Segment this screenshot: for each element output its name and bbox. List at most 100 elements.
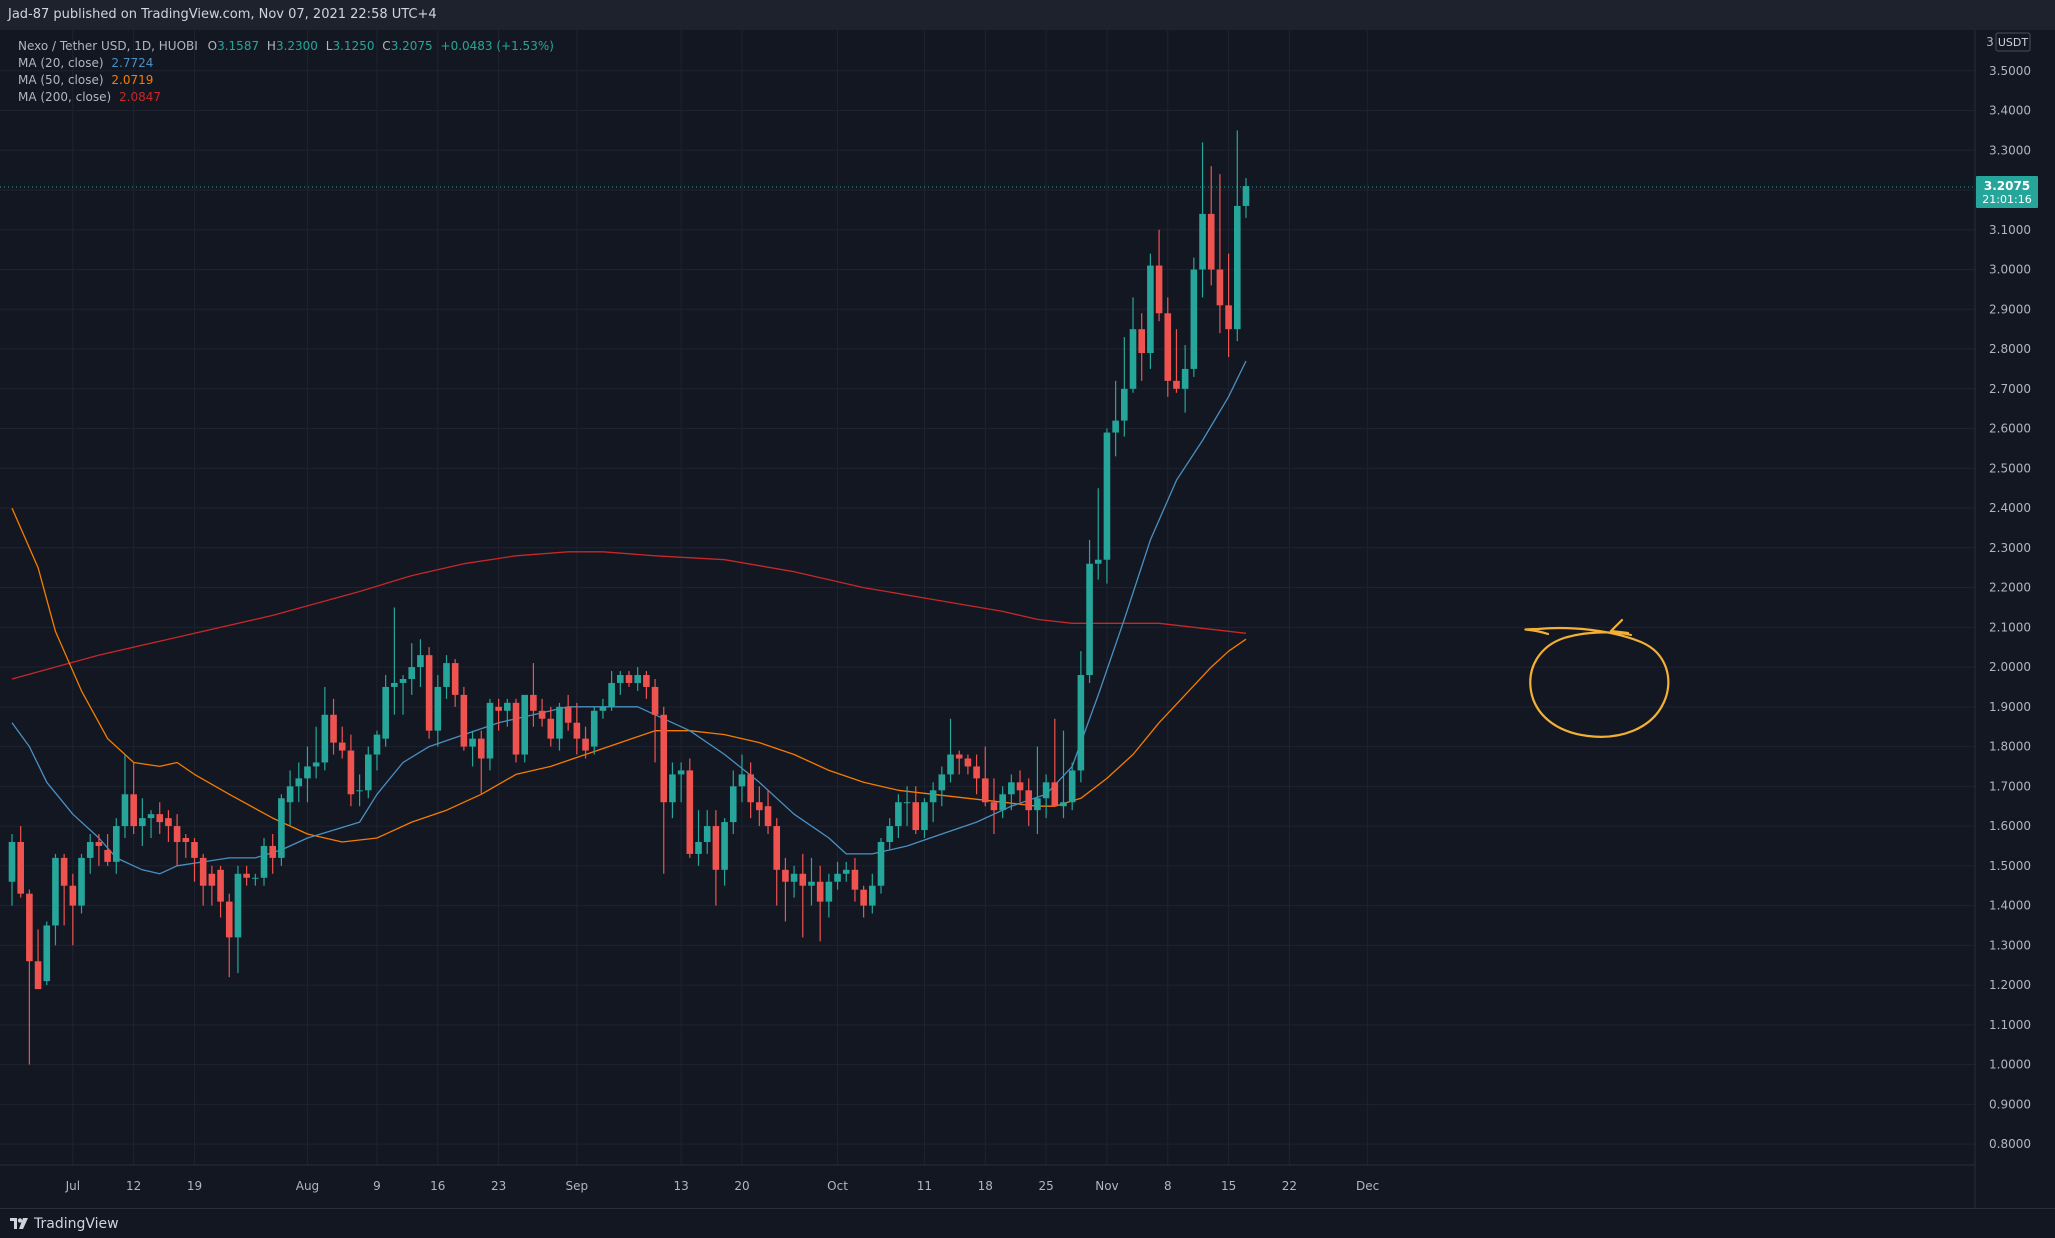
candlestick-chart[interactable]: 0.8000 0.9000 1.0000 1.1000 1.2000 1.3000 1.40… [0, 30, 2055, 1208]
candle-body [599, 706, 607, 711]
candle-up [43, 921, 51, 986]
currency-badge: USDT [1995, 32, 2031, 52]
candle-body [643, 675, 650, 687]
candle-down [573, 702, 581, 755]
candle-down [530, 663, 537, 727]
candle-body [564, 706, 572, 723]
candle-body [338, 742, 346, 751]
last-price-value: 3.2075 [1984, 179, 2030, 193]
candle-down [625, 671, 633, 687]
candle-body [547, 718, 555, 739]
candle-body [199, 857, 207, 886]
candle-up [304, 746, 311, 803]
candle-body [895, 802, 902, 827]
candle-body [8, 841, 16, 882]
time-tick-label: 9 [373, 1179, 381, 1193]
candle-body [495, 706, 502, 711]
price-axis[interactable]: 0.8000 0.9000 1.0000 1.1000 1.2000 1.3000 1.40… [1974, 30, 2055, 1208]
candle-body [1190, 269, 1198, 369]
tradingview-brand: TradingView [34, 1215, 119, 1232]
candle-body [295, 778, 303, 787]
candle-up [260, 838, 268, 886]
candle-up [1034, 746, 1041, 835]
candle-body [617, 675, 624, 683]
price-top-partial-label: 3 [1986, 35, 1994, 49]
candle-body [347, 750, 355, 795]
candle-up [886, 818, 893, 850]
ma50-line [11, 507, 1247, 843]
candle-body [417, 655, 424, 668]
price-tick-label: 3.0000 [1989, 263, 2031, 277]
candle-body [669, 774, 676, 803]
price-tick-label: 1.9000 [1989, 700, 2031, 714]
candle-down [34, 929, 42, 990]
candle-body [1060, 802, 1067, 807]
candle-up [1129, 297, 1137, 393]
candle-body [304, 766, 311, 779]
annotation-circle [1524, 626, 1670, 738]
candle-up [486, 698, 494, 771]
candle-body [425, 655, 433, 731]
candle-body [903, 802, 911, 804]
candle-body [695, 841, 702, 854]
candle-up [391, 607, 398, 715]
candle-up [947, 718, 954, 783]
candle-body [938, 774, 946, 791]
candle-up [634, 667, 641, 691]
candle-body [69, 885, 77, 906]
time-tick-labels: Jul 12 19 Aug 9 16 23 Sep 13 20 Oct 11 18 25 Nov 8 15 22 D… [65, 1179, 1380, 1193]
candle-body [330, 714, 337, 743]
candle-down [338, 726, 346, 759]
candle-up [521, 694, 529, 763]
candle-body [799, 873, 807, 886]
candle-body [191, 841, 198, 858]
price-tick-label: 1.2000 [1989, 978, 2031, 992]
candle-up [869, 873, 876, 914]
candle-down [973, 754, 980, 795]
candle-body [634, 675, 641, 683]
tradingview-logo-icon [10, 1217, 28, 1229]
tradingview-logo[interactable]: TradingView [10, 1216, 119, 1232]
candle-body [608, 682, 615, 707]
candle-body [217, 869, 224, 902]
candle-body [756, 802, 763, 811]
candle-up [1086, 539, 1093, 683]
candle-body [434, 686, 442, 731]
ma20-line [11, 360, 1247, 875]
candle-up [1112, 380, 1119, 457]
candle-down [425, 647, 433, 739]
candle-body [738, 774, 746, 787]
candle-body [869, 885, 876, 906]
candle-down [17, 826, 24, 898]
candle-down [782, 857, 789, 922]
candle-down [660, 706, 668, 874]
candle-up [729, 770, 737, 835]
candle-down [460, 686, 468, 751]
candle-up [877, 838, 885, 894]
candle-body [486, 702, 494, 759]
candle-body [860, 889, 867, 906]
time-tick-label: 25 [1038, 1179, 1053, 1193]
candle-body [912, 802, 920, 831]
candle-up [556, 702, 563, 751]
candle-up [408, 643, 416, 695]
candle-body [243, 873, 250, 878]
candle-down [208, 865, 216, 906]
time-tick-label: 19 [187, 1179, 202, 1193]
candle-body [886, 826, 893, 842]
candle-down [26, 889, 33, 1065]
candle-body [260, 845, 268, 878]
candle-body [269, 845, 276, 858]
candle-body [52, 857, 59, 926]
candle-body [825, 881, 833, 902]
candle-body [477, 738, 485, 759]
candle-body [130, 794, 137, 827]
candle-body [660, 714, 668, 803]
candle-down [130, 762, 137, 835]
time-tick-label: Sep [566, 1179, 589, 1193]
candle-up [86, 834, 94, 874]
chart-area[interactable]: 0.8000 0.9000 1.0000 1.1000 1.2000 1.3000 1.40… [0, 30, 2055, 1208]
time-axis[interactable]: Jul 12 19 Aug 9 16 23 Sep 13 20 Oct 11 18 25 Nov 8 15 22 D… [0, 1164, 1975, 1193]
candle-up [434, 675, 442, 747]
candle-body [139, 818, 146, 827]
